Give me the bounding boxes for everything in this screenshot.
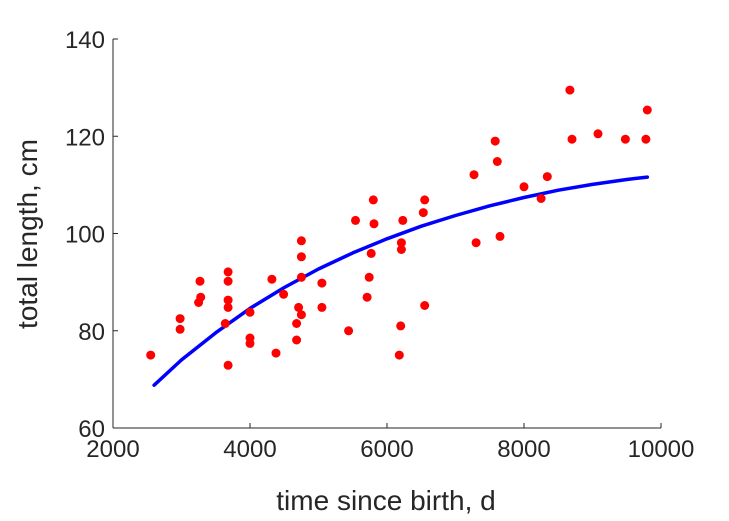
data-point <box>471 238 481 248</box>
data-point <box>369 219 379 229</box>
data-point <box>220 319 230 328</box>
data-point <box>296 272 306 282</box>
data-point <box>495 231 505 241</box>
data-point <box>296 310 306 320</box>
data-point <box>351 215 360 225</box>
data-point <box>565 85 575 95</box>
data-point <box>223 267 233 277</box>
y-tick-label: 80 <box>78 319 105 346</box>
data-point <box>641 134 651 144</box>
data-point <box>317 302 327 312</box>
data-point <box>492 157 502 166</box>
data-point <box>396 321 406 331</box>
data-point <box>542 172 552 182</box>
data-point <box>519 182 529 192</box>
data-point <box>146 350 156 360</box>
data-point <box>420 195 430 205</box>
y-tick-label: 60 <box>78 416 105 443</box>
data-point <box>223 276 233 286</box>
x-tick-label: 10000 <box>628 436 695 463</box>
ticks: 2000 4000 6000 8000 10000 60 80 100 120 140 <box>65 27 694 463</box>
data-point <box>294 302 304 312</box>
data-point <box>593 129 603 139</box>
fit-curve-layer <box>152 175 650 387</box>
data-point <box>223 295 233 305</box>
data-point <box>223 360 233 370</box>
data-point <box>469 170 479 180</box>
data-point <box>368 195 378 205</box>
data-point <box>362 292 372 302</box>
data-point <box>394 350 404 360</box>
y-tick-label: 120 <box>65 124 105 151</box>
data-point <box>296 236 306 246</box>
data-point <box>279 289 289 299</box>
data-point <box>620 134 630 144</box>
data-points-layer <box>146 85 652 370</box>
data-point <box>490 136 500 146</box>
data-point <box>292 335 302 345</box>
data-point <box>642 105 652 115</box>
data-point <box>396 238 406 248</box>
data-point <box>196 292 206 302</box>
x-tick-label: 4000 <box>223 436 276 463</box>
data-point <box>267 274 277 284</box>
data-point <box>396 245 406 254</box>
data-point <box>567 134 577 144</box>
x-tick-label: 8000 <box>497 436 550 463</box>
data-point <box>418 208 428 218</box>
data-point <box>271 348 281 358</box>
data-point <box>195 276 205 286</box>
data-point <box>317 278 327 288</box>
x-tick-label: 6000 <box>360 436 413 463</box>
fit-curve <box>152 175 650 387</box>
y-axis-label: total length, cm <box>12 139 43 329</box>
data-point <box>536 194 546 203</box>
data-point <box>364 272 374 282</box>
data-point <box>344 326 354 336</box>
data-point <box>366 248 376 258</box>
y-tick-label: 100 <box>65 222 105 249</box>
x-tick-label: 2000 <box>86 436 139 463</box>
data-point <box>223 302 233 312</box>
y-tick-label: 140 <box>65 27 105 54</box>
data-point <box>245 307 255 317</box>
data-point <box>245 338 255 348</box>
x-axis-label: time since birth, d <box>276 485 495 516</box>
data-point <box>292 319 302 328</box>
data-point <box>296 252 306 262</box>
data-point <box>398 215 408 225</box>
data-point <box>175 324 185 334</box>
axes <box>112 39 661 429</box>
data-point <box>175 314 185 324</box>
data-point <box>420 301 430 310</box>
